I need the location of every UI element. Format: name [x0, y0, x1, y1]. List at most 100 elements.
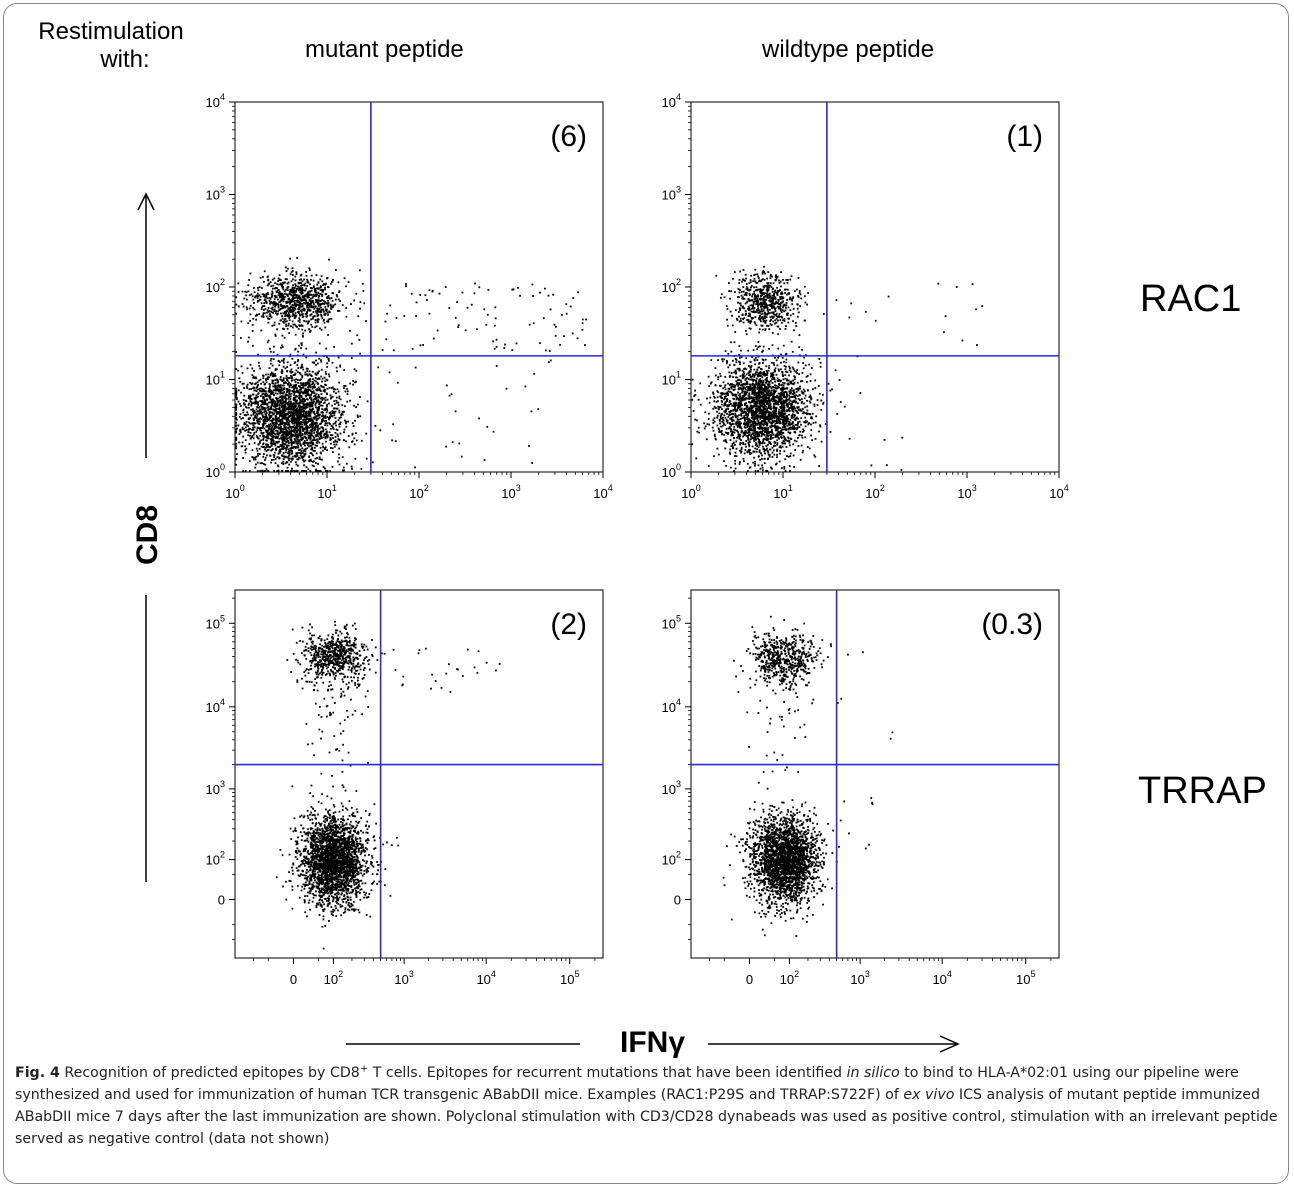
- event-dot: [788, 440, 791, 442]
- event-dot: [264, 408, 267, 411]
- event-dot: [320, 303, 323, 306]
- event-dot: [302, 470, 305, 472]
- event-dot: [271, 278, 274, 281]
- event-dot: [313, 397, 316, 400]
- event-dot: [251, 428, 254, 431]
- event-dot: [304, 453, 306, 456]
- event-dot: [730, 428, 733, 431]
- event-dot: [312, 423, 315, 426]
- event-dot: [293, 403, 296, 405]
- event-dot: [308, 405, 311, 408]
- event-dot: [254, 422, 257, 425]
- event-dot: [338, 381, 341, 384]
- event-dot: [282, 361, 285, 364]
- event-dot: [337, 435, 340, 438]
- event-dot: [771, 393, 774, 396]
- event-dot: [290, 417, 293, 420]
- event-dot: [345, 307, 348, 309]
- event-dot: [278, 384, 280, 387]
- event-dot: [755, 382, 758, 384]
- event-dot: [302, 415, 305, 418]
- event-dot: [308, 432, 310, 435]
- event-dot: [309, 287, 312, 289]
- event-dot: [318, 370, 321, 373]
- event-dot: [314, 429, 316, 431]
- event-dot: [301, 288, 304, 291]
- event-dot: [296, 454, 299, 457]
- event-dot: [782, 401, 785, 404]
- event-dot: [290, 384, 293, 387]
- event-dot: [295, 431, 298, 434]
- event-dot: [776, 377, 779, 380]
- event-dot: [255, 295, 258, 297]
- event-dot: [289, 405, 292, 407]
- event-dot: [312, 293, 315, 296]
- event-dot: [766, 416, 769, 418]
- event-dot: [737, 431, 740, 434]
- event-dot: [304, 399, 307, 402]
- event-dot: [279, 430, 282, 432]
- event-dot: [264, 420, 267, 422]
- event-dot: [307, 322, 309, 325]
- event-dot: [318, 436, 321, 439]
- event-dot: [725, 362, 728, 365]
- event-dot: [250, 408, 252, 411]
- event-dot: [279, 279, 282, 281]
- event-dot: [734, 376, 737, 379]
- event-dot: [289, 395, 292, 398]
- event-dot: [779, 422, 782, 425]
- event-dot: [284, 295, 287, 298]
- event-dot: [241, 290, 244, 293]
- event-dot: [294, 373, 297, 376]
- event-dot: [299, 379, 301, 382]
- event-dot: [282, 433, 284, 436]
- event-dot: [329, 397, 332, 400]
- event-dot: [285, 325, 288, 328]
- event-dot: [310, 393, 313, 396]
- event-dot: [330, 396, 333, 399]
- event-dot: [254, 411, 256, 414]
- event-dot: [754, 460, 756, 463]
- event-dot: [289, 435, 291, 438]
- event-dot: [742, 443, 745, 445]
- event-dot: [276, 437, 279, 440]
- event-dot: [314, 289, 317, 292]
- event-dot: [315, 406, 317, 409]
- event-dot: [271, 411, 274, 414]
- event-dot: [323, 389, 326, 392]
- event-dot: [732, 447, 735, 449]
- event-dot: [323, 420, 326, 423]
- event-dot: [283, 305, 286, 308]
- event-dot: [343, 387, 345, 389]
- event-dot: [320, 435, 322, 438]
- event-dot: [287, 470, 290, 472]
- event-dot: [318, 307, 321, 310]
- event-dot: [317, 409, 320, 412]
- event-dot: [309, 435, 312, 438]
- event-dot: [251, 422, 254, 425]
- event-dot: [765, 436, 768, 439]
- event-dot: [495, 338, 498, 341]
- event-dot: [338, 425, 341, 428]
- event-dot: [252, 433, 255, 436]
- event-dot: [419, 344, 422, 347]
- event-dot: [766, 432, 768, 435]
- event-dot: [304, 373, 307, 376]
- event-dot: [299, 401, 302, 404]
- event-dot: [303, 278, 306, 281]
- event-dot: [249, 304, 252, 307]
- event-dot: [273, 321, 276, 324]
- event-dot: [294, 454, 296, 457]
- event-dot: [317, 435, 320, 438]
- event-dot: [305, 271, 307, 273]
- event-dot: [560, 314, 563, 316]
- event-dot: [295, 294, 298, 296]
- event-dot: [270, 419, 273, 422]
- event-dot: [814, 379, 817, 382]
- event-dot: [334, 388, 336, 391]
- event-dot: [299, 305, 302, 308]
- event-dot: [257, 361, 260, 364]
- event-dot: [235, 458, 238, 461]
- event-dot: [311, 404, 313, 407]
- event-dot: [782, 384, 785, 387]
